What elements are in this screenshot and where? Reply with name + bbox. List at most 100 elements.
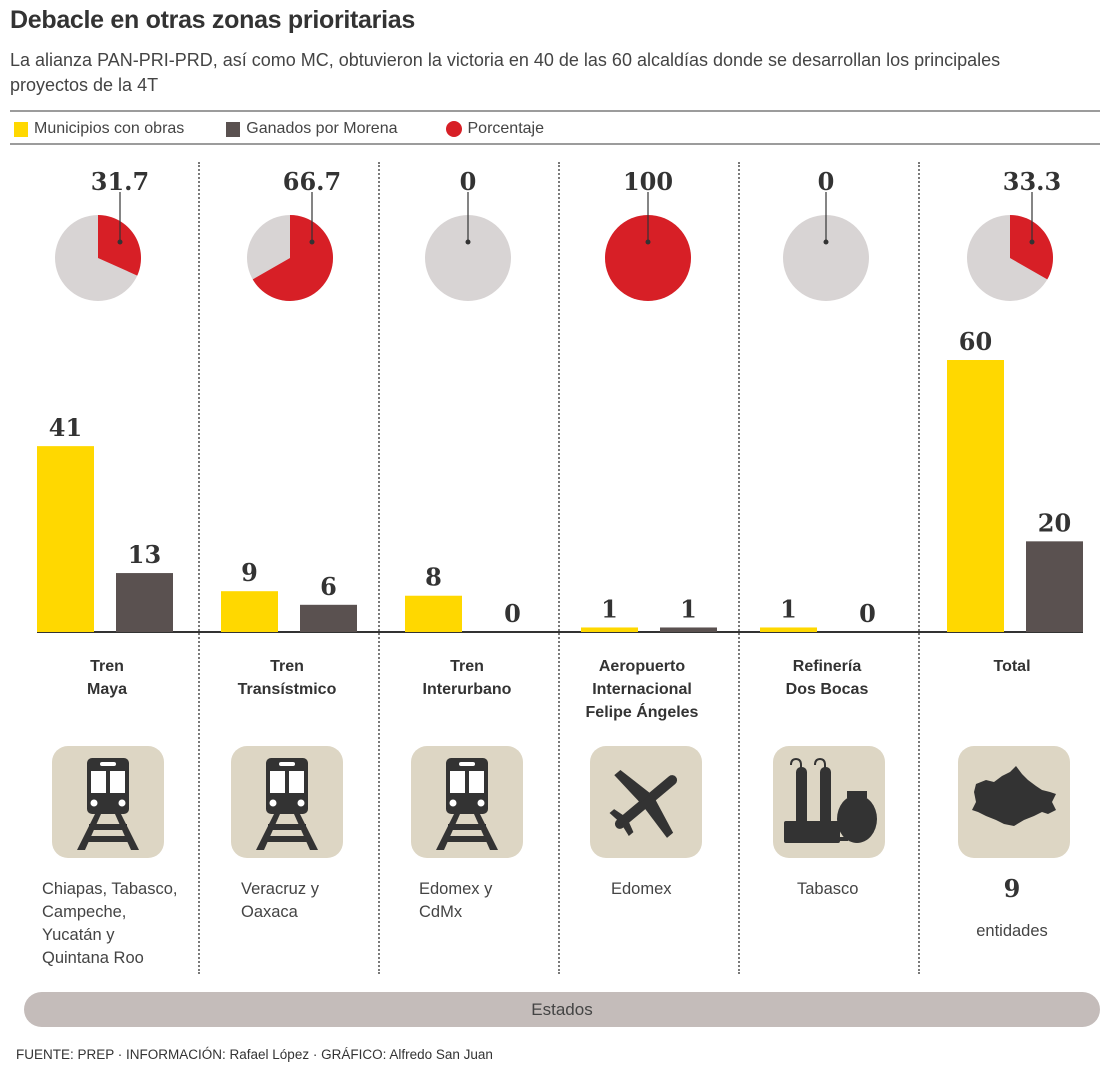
- airplane-icon-box: [590, 746, 702, 858]
- bar-value-label: 8: [425, 563, 442, 592]
- category-label-line: Felipe Ángeles: [585, 704, 699, 721]
- category-label-line: Transístmico: [237, 681, 337, 698]
- legend-label: Porcentaje: [467, 120, 545, 137]
- mexico-map-icon: [972, 766, 1056, 826]
- column-divider: [378, 162, 380, 974]
- estados-bar: Estados: [24, 992, 1100, 1027]
- category-label-line: Internacional: [592, 681, 692, 698]
- entidades-label: entidades: [976, 922, 1048, 940]
- legend: Municipios con obras Ganados por Morena …: [14, 118, 580, 140]
- project-states: Chiapas, Tabasco, Campeche, Yucatán y Qu…: [42, 878, 177, 970]
- train-icon: [256, 758, 318, 850]
- state-line: Edomex: [611, 880, 672, 898]
- refinery-icon: [784, 757, 877, 843]
- train-icon: [77, 758, 139, 850]
- bar-municipios: [221, 591, 278, 632]
- train-icon-box: [411, 746, 523, 858]
- legend-top-rule: [10, 110, 1100, 112]
- pie-leader-dot: [465, 239, 471, 245]
- category-label-line: Maya: [86, 681, 128, 698]
- pie-slice: [605, 215, 691, 301]
- state-line: CdMx: [419, 903, 463, 921]
- category-label: Tren Transístmico: [197, 655, 377, 701]
- category-label: Tren Maya: [17, 655, 197, 701]
- project-states: Veracruz y Oaxaca: [241, 878, 319, 924]
- pie-background: [783, 215, 869, 301]
- bar-municipios: [581, 627, 638, 632]
- bar-morena: [300, 604, 357, 632]
- pie-percentage-label: 100: [623, 167, 673, 196]
- airplane-icon: [609, 769, 678, 838]
- bar-value-label: 1: [780, 594, 797, 623]
- category-label-line: Dos Bocas: [785, 681, 869, 698]
- pie-percentage-label: 66.7: [283, 167, 341, 196]
- state-line: Edomex y: [419, 880, 493, 898]
- legend-item-porcentaje: Porcentaje: [445, 120, 545, 138]
- category-label: Tren Interurbano: [377, 655, 557, 701]
- column-divider: [918, 162, 920, 974]
- bar-value-label: 6: [320, 572, 337, 601]
- legend-label: Ganados por Morena: [246, 120, 398, 137]
- entidades-count: 9: [1003, 874, 1021, 903]
- legend-label: Municipios con obras: [34, 120, 185, 137]
- bar-value-label: 13: [128, 540, 161, 569]
- train-icon-box: [231, 746, 343, 858]
- state-line: Oaxaca: [241, 903, 298, 921]
- pie-slice: [1010, 215, 1054, 280]
- bar-municipios: [947, 360, 1004, 632]
- bar-value-label: 1: [680, 594, 697, 623]
- mexico-map-icon-box: [958, 746, 1070, 858]
- legend-swatch-yellow: [14, 121, 28, 137]
- train-icon-box: [52, 746, 164, 858]
- state-line: Veracruz y: [241, 880, 319, 898]
- train-icon: [436, 758, 498, 850]
- category-label-line: Refinería: [792, 658, 862, 675]
- category-label-line: Aeropuerto: [598, 658, 686, 675]
- bar-municipios: [760, 627, 817, 632]
- pie-percentage-label: 0: [818, 167, 835, 196]
- category-label-line: Tren: [270, 658, 304, 675]
- category-label: Total: [922, 655, 1100, 678]
- bar-municipios: [37, 446, 94, 632]
- pie-leader-dot: [309, 239, 315, 245]
- bar-value-label: 0: [859, 599, 876, 628]
- bar-municipios: [405, 595, 462, 632]
- pie-leader-dot: [1029, 239, 1035, 245]
- project-states: Edomex: [611, 878, 672, 901]
- category-label-line: Tren: [450, 658, 484, 675]
- bar-value-label: 60: [959, 327, 992, 356]
- pie-leader-dot: [117, 239, 123, 245]
- state-line: Tabasco: [797, 880, 859, 898]
- category-label-line: Interurbano: [422, 681, 512, 698]
- legend-item-municipios: Municipios con obras: [14, 120, 184, 138]
- bar-value-label: 0: [504, 599, 521, 628]
- pie-leader-dot: [823, 239, 829, 245]
- bar-value-label: 41: [49, 413, 82, 442]
- refinery-icon-box: [773, 746, 885, 858]
- bar-value-label: 9: [241, 558, 258, 587]
- column-divider: [198, 162, 200, 974]
- state-line: Quintana Roo: [42, 949, 144, 967]
- pie-percentage-label: 33.3: [1003, 167, 1061, 196]
- bar-value-label: 1: [601, 594, 618, 623]
- estados-label: Estados: [531, 999, 593, 1019]
- chart-title: Debacle en otras zonas prioritarias: [10, 6, 415, 34]
- legend-bottom-rule: [10, 143, 1100, 145]
- column-divider: [558, 162, 560, 974]
- legend-item-morena: Ganados por Morena: [226, 120, 398, 138]
- legend-swatch-red-circle: [445, 121, 462, 137]
- footer-credits: FUENTE: PREP · INFORMACIÓN: Rafael López…: [16, 1047, 493, 1062]
- state-line: Campeche,: [42, 903, 127, 921]
- state-line: Chiapas, Tabasco,: [42, 880, 178, 898]
- chart-subtitle: La alianza PAN-PRI-PRD, así como MC, obt…: [10, 50, 1001, 95]
- pie-percentage-label: 0: [460, 167, 477, 196]
- bar-value-label: 20: [1038, 508, 1071, 537]
- pie-percentage-label: 31.7: [91, 167, 149, 196]
- pie-leader-dot: [645, 239, 651, 245]
- bar-morena: [660, 627, 717, 632]
- project-states: Tabasco: [797, 878, 858, 901]
- legend-swatch-dark: [226, 121, 241, 137]
- state-line: Yucatán y: [42, 926, 115, 944]
- pie-background: [425, 215, 511, 301]
